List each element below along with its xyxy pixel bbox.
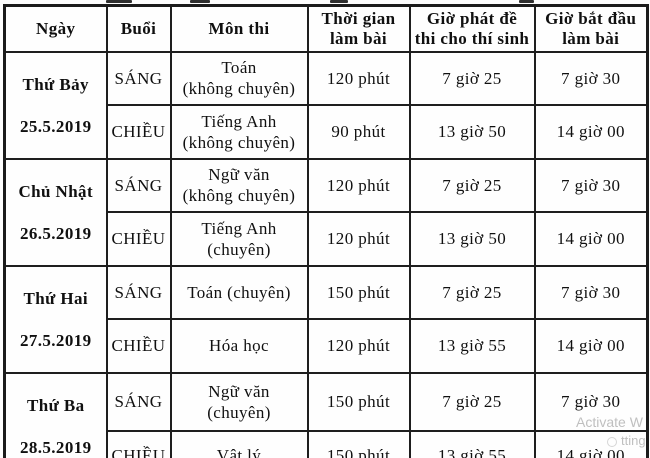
day-date: 26.5.2019 <box>19 223 92 243</box>
paper-time-cell: 13 giờ 55 <box>408 429 536 458</box>
day-cell: Chủ Nhật 26.5.2019 <box>3 157 108 267</box>
cropped-text-fragment <box>519 0 534 3</box>
header-start-time: Giờ bắt đầu làm bài <box>533 4 649 53</box>
day-cell: Thứ Hai 27.5.2019 <box>3 264 108 374</box>
day-name: Thứ Bảy <box>22 74 89 94</box>
subject-cell: Toán (không chuyên) <box>169 50 309 106</box>
paper-time-cell: 7 giờ 25 <box>408 157 536 213</box>
gear-icon <box>607 437 617 447</box>
table-row: CHIỀU Tiếng Anh (chuyên) 120 phút 13 giờ… <box>5 211 649 267</box>
paper-time-cell: 13 giờ 50 <box>408 211 536 267</box>
cropped-text-fragment <box>190 0 210 3</box>
table-row: CHIỀU Tiếng Anh (không chuyên) 90 phút 1… <box>5 104 649 160</box>
duration-cell: 150 phút <box>306 371 411 432</box>
header-duration: Thời gian làm bài <box>306 4 411 53</box>
session-cell: CHIỀU <box>105 429 172 458</box>
day-cell: Thứ Bảy 25.5.2019 <box>3 50 108 160</box>
duration-cell: 120 phút <box>306 157 411 213</box>
paper-time-cell: 7 giờ 25 <box>408 371 536 432</box>
start-time-cell: 7 giờ 30 <box>533 264 649 320</box>
table-row: CHIỀU Vật lý 150 phút 13 giờ 55 14 giờ 0… <box>5 429 649 458</box>
cropped-text-fragment <box>106 0 132 3</box>
day-name: Thứ Ba <box>27 395 85 415</box>
start-time-cell: 14 giờ 00 <box>533 211 649 267</box>
day-date: 25.5.2019 <box>19 116 92 136</box>
table-row: Thứ Hai 27.5.2019 SÁNG Toán (chuyên) 150… <box>3 264 649 374</box>
duration-cell: 120 phút <box>306 50 411 106</box>
start-time-cell: 7 giờ 30 <box>533 371 649 432</box>
duration-cell: 120 phút <box>306 318 411 374</box>
table-row: Thứ Bảy 25.5.2019 SÁNG Toán (không chuyê… <box>3 50 649 160</box>
session-cell: SÁNG <box>105 157 172 213</box>
exam-schedule-table: Ngày Buổi Môn thi Thời gian làm bài Giờ … <box>3 4 649 458</box>
subject-cell: Ngữ văn (chuyên) <box>169 371 309 432</box>
header-subject: Môn thi <box>169 4 309 53</box>
subject-cell: Ngữ văn (không chuyên) <box>169 157 309 213</box>
table-row: Thứ Ba 28.5.2019 SÁNG Ngữ văn (chuyên) 1… <box>3 371 649 458</box>
subject-cell: Tiếng Anh (chuyên) <box>169 211 309 267</box>
start-time-cell: 7 giờ 30 <box>533 50 649 106</box>
header-session: Buổi <box>105 4 172 53</box>
duration-cell: 90 phút <box>306 104 411 160</box>
start-time-cell: 14 giờ 00 <box>533 318 649 374</box>
paper-time-cell: 7 giờ 25 <box>408 264 536 320</box>
table-header-row: Ngày Buổi Môn thi Thời gian làm bài Giờ … <box>3 4 649 53</box>
subject-cell: Hóa học <box>169 318 309 374</box>
session-cell: SÁNG <box>105 264 172 320</box>
subject-cell: Vật lý <box>169 429 309 458</box>
day-date: 27.5.2019 <box>19 330 92 350</box>
duration-cell: 150 phút <box>306 429 411 458</box>
start-time-cell: 7 giờ 30 <box>533 157 649 213</box>
day-name: Thứ Hai <box>23 288 88 308</box>
cropped-text-fragment <box>330 0 348 3</box>
table-row: CHIỀU Hóa học 120 phút 13 giờ 55 14 giờ … <box>5 318 649 374</box>
session-cell: SÁNG <box>105 371 172 432</box>
day-name: Chủ Nhật <box>18 181 94 201</box>
start-time-cell: 14 giờ 00 <box>533 104 649 160</box>
session-cell: CHIỀU <box>105 318 172 374</box>
paper-time-cell: 13 giờ 55 <box>408 318 536 374</box>
day-date: 28.5.2019 <box>19 437 92 457</box>
session-cell: CHIỀU <box>105 211 172 267</box>
session-cell: SÁNG <box>105 50 172 106</box>
start-time-cell: 14 giờ 00 <box>533 429 649 458</box>
duration-cell: 120 phút <box>306 211 411 267</box>
paper-time-cell: 7 giờ 25 <box>408 50 536 106</box>
day-cell: Thứ Ba 28.5.2019 <box>3 371 108 458</box>
table-row: Chủ Nhật 26.5.2019 SÁNG Ngữ văn (không c… <box>3 157 649 267</box>
header-day: Ngày <box>3 4 108 53</box>
session-cell: CHIỀU <box>105 104 172 160</box>
duration-cell: 150 phút <box>306 264 411 320</box>
header-paper-time: Giờ phát đề thi cho thí sinh <box>408 4 536 53</box>
subject-cell: Toán (chuyên) <box>169 264 309 320</box>
paper-time-cell: 13 giờ 50 <box>408 104 536 160</box>
subject-cell: Tiếng Anh (không chuyên) <box>169 104 309 160</box>
